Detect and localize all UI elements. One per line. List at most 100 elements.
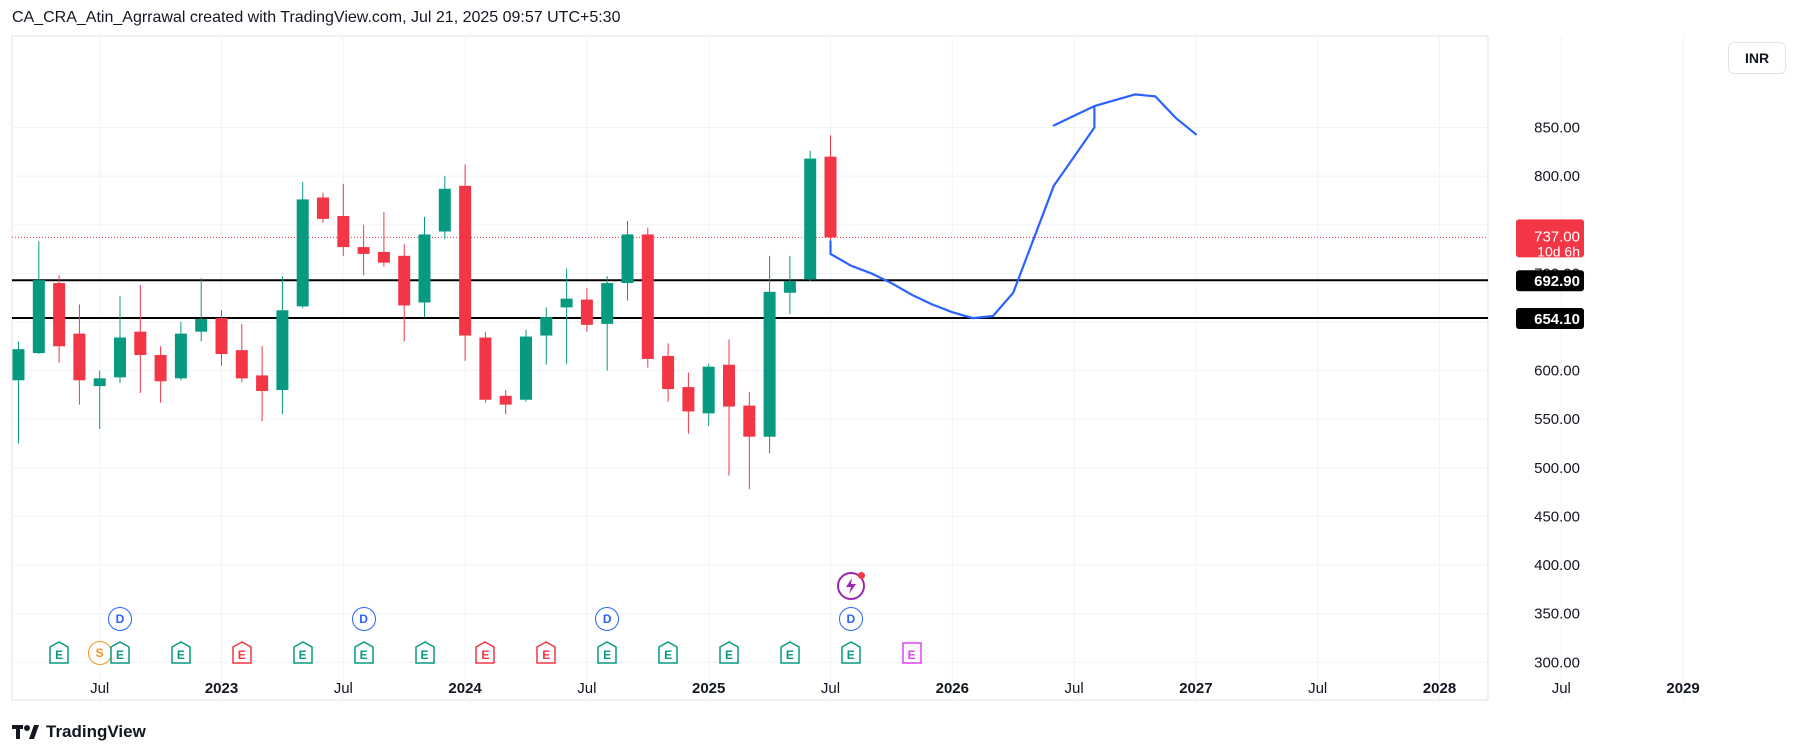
candle[interactable]	[763, 255, 776, 454]
candle[interactable]	[195, 278, 208, 342]
candle[interactable]	[215, 310, 228, 366]
price-tick-label: 850.00	[1534, 119, 1580, 136]
last-price-badge	[1516, 219, 1584, 258]
candle-body	[560, 298, 573, 308]
earnings-event-icon[interactable]: E	[779, 641, 801, 665]
candle[interactable]	[499, 390, 512, 415]
candle[interactable]	[662, 343, 675, 402]
candle-body	[154, 355, 167, 382]
candle[interactable]	[53, 275, 66, 363]
earnings-event-icon[interactable]: E	[657, 641, 679, 665]
candle[interactable]	[398, 244, 411, 342]
earnings-event-icon[interactable]: E	[596, 641, 618, 665]
candle-body	[580, 299, 593, 325]
earnings-event-icon[interactable]: E	[901, 641, 923, 665]
candle[interactable]	[723, 339, 735, 476]
price-tick-label: 300.00	[1534, 654, 1580, 671]
time-tick-label: Jul	[821, 680, 840, 697]
candle[interactable]	[520, 329, 532, 402]
earnings-marker-letter: E	[664, 647, 673, 662]
earnings-marker-shape	[49, 641, 69, 664]
earnings-event-icon[interactable]: E	[292, 641, 314, 665]
candle-body	[73, 333, 86, 381]
earnings-event-icon[interactable]: E	[414, 641, 436, 665]
candle[interactable]	[357, 224, 370, 276]
candle[interactable]	[540, 307, 553, 365]
dividend-event-icon[interactable]: D	[351, 607, 376, 631]
candle[interactable]	[580, 287, 593, 332]
candle-body	[702, 366, 715, 414]
level-price-value: 692.90	[1534, 273, 1580, 290]
price-tick-label: 350.00	[1534, 606, 1580, 623]
earnings-event-icon[interactable]: E	[353, 641, 375, 665]
earnings-marker-letter: E	[481, 647, 490, 662]
time-tick-label: Jul	[334, 680, 353, 697]
time-tick-label: 2023	[205, 680, 238, 697]
earnings-event-icon[interactable]: E	[718, 641, 740, 665]
candle[interactable]	[174, 321, 187, 381]
candle[interactable]	[824, 135, 837, 242]
candle[interactable]	[479, 331, 492, 403]
chart-grid	[11, 35, 1684, 701]
candle[interactable]	[337, 183, 350, 256]
dividend-event-icon[interactable]: D	[838, 607, 863, 631]
candle[interactable]	[276, 276, 289, 415]
candle[interactable]	[73, 304, 86, 405]
freehand-path[interactable]	[829, 106, 1096, 320]
earnings-event-icon[interactable]: E	[231, 641, 253, 665]
candle-body	[682, 387, 695, 412]
candle[interactable]	[702, 363, 715, 426]
earnings-marker-shape	[353, 641, 374, 664]
candle-body	[723, 364, 735, 407]
candle[interactable]	[418, 216, 431, 318]
candle[interactable]	[621, 220, 634, 301]
lightning-event-icon[interactable]	[836, 572, 865, 600]
candle-body	[296, 199, 309, 307]
candle-body	[824, 156, 837, 238]
dividend-event-icon[interactable]: D	[595, 607, 620, 631]
earnings-event-icon[interactable]: E	[474, 641, 496, 665]
candle[interactable]	[682, 372, 695, 434]
candle[interactable]	[377, 212, 390, 267]
candle[interactable]	[459, 164, 472, 361]
candle[interactable]	[601, 276, 614, 371]
candle[interactable]	[438, 176, 451, 240]
earnings-event-icon[interactable]: E	[840, 641, 862, 665]
candle[interactable]	[317, 192, 329, 223]
time-tick-label: Jul	[1308, 680, 1327, 697]
candle[interactable]	[560, 268, 573, 364]
earnings-marker-shape	[292, 641, 313, 664]
lightning-bolt-icon	[845, 578, 856, 594]
candle[interactable]	[154, 346, 167, 403]
candle[interactable]	[256, 346, 269, 422]
candle[interactable]	[641, 227, 654, 368]
candle[interactable]	[32, 241, 45, 355]
earnings-marker-shape	[414, 641, 435, 664]
candle-body	[601, 283, 614, 324]
price-axis: 300.00 350.00 400.00 450.00 500.00 550.00 600.…	[1534, 119, 1580, 671]
candle[interactable]	[804, 150, 817, 282]
candle-body	[520, 336, 532, 400]
candle[interactable]	[93, 370, 106, 429]
candle[interactable]	[134, 285, 147, 393]
time-tick-label: 2026	[936, 680, 969, 697]
earnings-event-icon[interactable]: E	[48, 641, 70, 665]
candle[interactable]	[114, 295, 126, 384]
earnings-marker-letter: E	[176, 647, 185, 662]
candle[interactable]	[743, 391, 756, 490]
earnings-event-icon[interactable]: E	[170, 641, 192, 665]
tradingview-logo[interactable]: TradingView	[12, 722, 146, 742]
earnings-marker-letter: E	[724, 647, 733, 662]
earnings-event-icon[interactable]: E	[109, 641, 131, 665]
freehand-path-tail[interactable]	[1052, 93, 1197, 136]
candle-body	[418, 234, 431, 303]
candle[interactable]	[783, 255, 796, 315]
currency-button[interactable]: INR	[1728, 42, 1786, 74]
tradingview-brand: TradingView	[46, 722, 146, 741]
candle[interactable]	[12, 341, 25, 444]
candle[interactable]	[296, 181, 309, 309]
candle[interactable]	[235, 323, 248, 383]
earnings-event-icon[interactable]: E	[535, 641, 557, 665]
dividend-event-icon[interactable]: D	[108, 607, 132, 631]
